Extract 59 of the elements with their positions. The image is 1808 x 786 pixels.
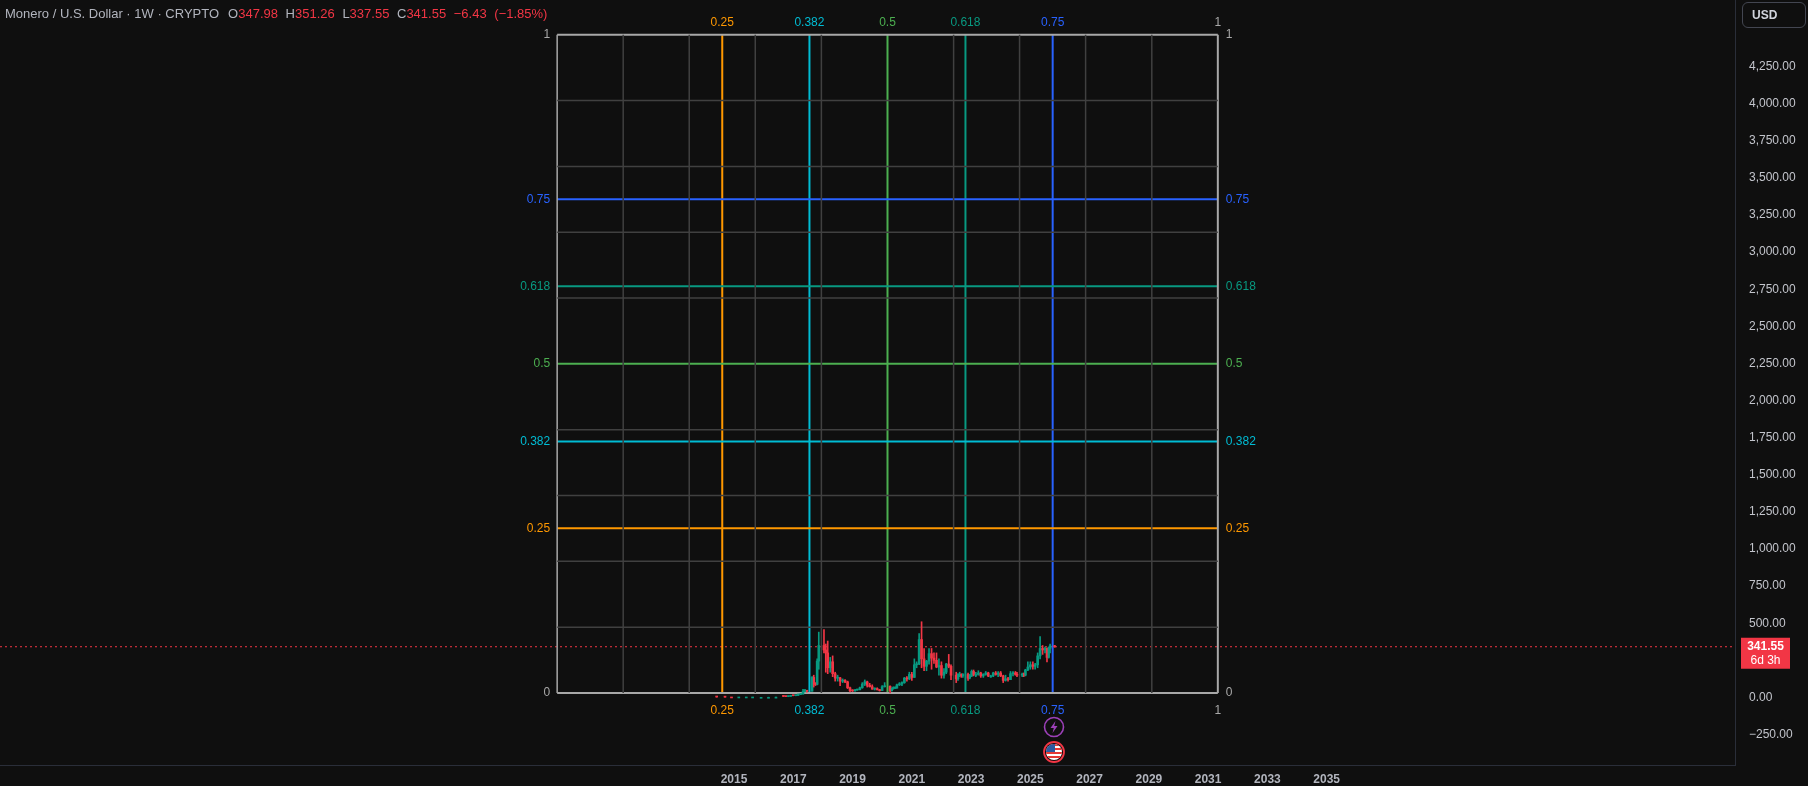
series-label: 0.382 [794,15,825,30]
series-label: 1 [543,27,551,42]
text: 0.618 [1225,278,1256,293]
series-label: 0.382 [520,433,551,448]
text: 0.382 [1225,433,1256,448]
y-tick-label: 2,500.00 [1749,318,1797,333]
series-label: 0.75 [526,191,551,206]
text: 0.25 [1225,520,1250,535]
ref-line-label: 341.55 [1747,639,1785,654]
text: 0.25 [710,703,734,718]
y-tick-label: −250.00 [1749,726,1794,741]
x-tick-label: 2021 [898,771,926,786]
series-label: 0.25 [526,520,551,535]
text: 0.75 [1040,703,1065,718]
text: 1 [1225,27,1233,42]
y-tick-label: 1,250.00 [1749,504,1797,519]
x-tick-label: 2033 [1254,771,1282,786]
text: O347.98 H351.26 L337.55 C341.55 −6.43 (−1.85%) [228,6,548,21]
x-tick-label: 2027 [1076,771,1104,786]
series-label: 0.618 [950,15,981,30]
x-tick-label: 2035 [1313,771,1341,786]
text: 0.382 [794,703,825,718]
text: 6d 3h [1750,653,1781,668]
x-tick-label: 2029 [1135,771,1163,786]
y-tick-label: 0.00 [1749,689,1773,704]
y-tick-label: 1,500.00 [1749,467,1797,482]
text: 1 [1214,703,1222,718]
y-tick-label: 3,500.00 [1749,170,1797,185]
x-tick-label: 2031 [1194,771,1222,786]
series-label: 1 [1214,15,1222,30]
y-tick-label: 1,750.00 [1749,429,1797,444]
x-tick-label: 2019 [839,771,867,786]
y-tick-label: 2,000.00 [1749,392,1797,407]
x-tick-label: 2015 [720,771,748,786]
y-tick-label: 3,000.00 [1749,244,1797,259]
y-tick-label: 3,750.00 [1749,133,1797,148]
x-tick-label: 2023 [957,771,985,786]
series-label: 0.25 [710,15,735,30]
y-tick-label: 4,000.00 [1749,95,1797,110]
series-label: 0.618 [520,278,551,293]
text: 0 [1225,685,1233,700]
series-label: 0.5 [879,15,897,30]
x-tick-label: 2025 [1017,771,1045,786]
series-label: 0 [543,685,551,700]
text: 0.5 [1225,356,1243,371]
y-tick-label: 2,750.00 [1749,281,1797,296]
text: 0.5 [879,703,896,718]
y-tick-label: 500.00 [1749,615,1787,630]
x-tick-label: 2017 [779,771,807,786]
text: 0.618 [950,703,981,718]
y-tick-label: 3,250.00 [1749,207,1797,222]
y-tick-label: 4,250.00 [1749,58,1797,73]
y-tick-label: 1,000.00 [1749,541,1797,556]
text: Monero / U.S. Dollar · 1W · CRYPTO [5,6,220,21]
y-tick-label: 750.00 [1749,578,1787,593]
text: 0.75 [1225,191,1250,206]
series-label: 0.75 [1040,15,1065,30]
y-tick-label: 2,250.00 [1749,355,1797,370]
series-label: 0.5 [533,356,551,371]
